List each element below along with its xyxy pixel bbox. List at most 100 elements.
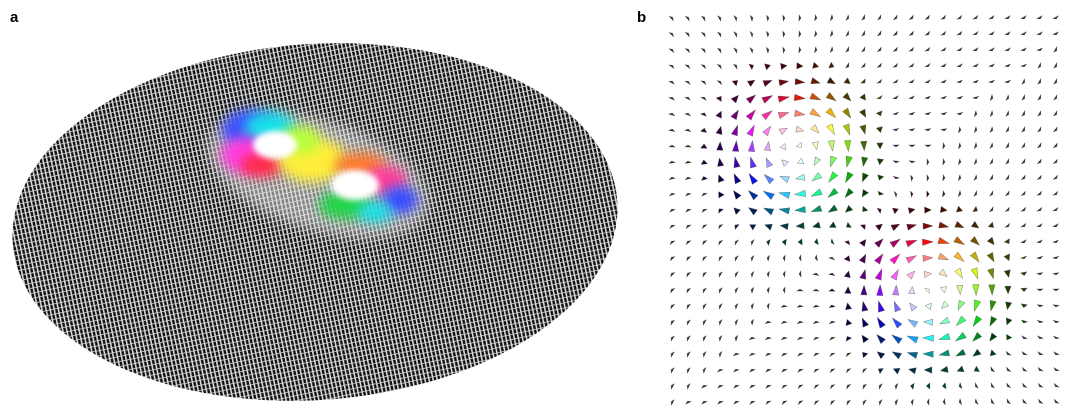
- spin-arrow: [923, 111, 932, 116]
- spin-arrow: [812, 304, 821, 308]
- spin-arrow: [874, 238, 884, 248]
- spin-arrow: [1037, 382, 1044, 388]
- spin-arrow: [889, 253, 901, 265]
- spin-arrow: [859, 93, 866, 101]
- spin-arrow: [973, 157, 978, 166]
- spin-arrow: [828, 140, 835, 152]
- spin-arrow: [668, 160, 677, 164]
- spin-arrow: [987, 63, 996, 68]
- spin-arrow: [732, 140, 740, 152]
- spin-arrow: [825, 92, 837, 102]
- spin-arrow: [987, 79, 996, 84]
- spin-arrow: [670, 399, 675, 407]
- spin-arrow: [1021, 93, 1026, 101]
- spin-arrow: [829, 352, 836, 358]
- spin-arrow: [876, 46, 882, 53]
- spin-arrow: [958, 125, 962, 134]
- spin-arrow: [922, 350, 934, 358]
- spin-arrow: [942, 141, 946, 150]
- spin-arrow: [813, 384, 820, 390]
- spin-arrow: [781, 400, 788, 406]
- spin-arrow: [793, 94, 807, 101]
- spin-arrow: [939, 79, 948, 84]
- spin-arrow: [749, 14, 754, 23]
- spin-arrow: [813, 368, 820, 374]
- spin-arrow: [701, 192, 709, 197]
- spin-arrow: [846, 399, 852, 406]
- spin-arrow: [876, 30, 882, 37]
- spin-arrow: [763, 141, 771, 152]
- spin-arrow: [700, 96, 707, 102]
- spin-arrow: [797, 400, 804, 406]
- spin-arrow: [1053, 398, 1060, 404]
- spin-arrow: [1005, 141, 1010, 149]
- spin-arrow: [683, 96, 691, 101]
- spin-arrow: [670, 319, 676, 326]
- spin-arrow: [828, 61, 835, 69]
- spin-arrow: [1052, 288, 1060, 292]
- spin-arrow: [731, 80, 739, 87]
- spin-arrow: [907, 95, 916, 100]
- spin-arrow: [1036, 288, 1044, 292]
- spin-arrow: [938, 349, 950, 357]
- spin-arrow: [1052, 158, 1058, 164]
- spin-arrow: [926, 158, 930, 166]
- spin-arrow: [781, 368, 789, 373]
- spin-arrow: [686, 271, 692, 278]
- spin-arrow: [778, 191, 791, 199]
- spin-arrow: [891, 128, 900, 132]
- spin-arrow: [939, 95, 948, 100]
- spin-arrow: [956, 365, 965, 373]
- spin-arrow: [734, 239, 740, 246]
- spin-arrow: [953, 236, 966, 246]
- spin-arrow: [910, 174, 914, 183]
- spin-arrow: [876, 142, 884, 150]
- spin-arrow: [924, 30, 931, 36]
- spin-arrow: [1019, 47, 1028, 52]
- spin-arrow: [812, 288, 820, 292]
- spin-arrow: [684, 48, 691, 54]
- spin-arrow: [718, 191, 725, 199]
- spin-arrow: [858, 253, 867, 264]
- spin-arrow: [925, 382, 931, 390]
- spin-arrow: [796, 336, 805, 341]
- spin-arrow: [1003, 238, 1010, 244]
- spin-arrow: [734, 270, 739, 279]
- spin-arrow: [718, 271, 724, 278]
- spin-arrow: [1035, 272, 1044, 276]
- spin-arrow: [907, 207, 916, 215]
- spin-arrow: [890, 223, 901, 232]
- spin-arrow: [940, 30, 947, 36]
- spin-arrow: [973, 141, 978, 150]
- spin-arrow: [908, 78, 915, 84]
- spin-arrow: [796, 352, 805, 357]
- spin-arrow: [923, 95, 932, 100]
- spin-arrow: [1003, 79, 1012, 84]
- spin-arrow: [686, 382, 691, 391]
- spin-arrow: [1004, 222, 1011, 228]
- spin-arrow: [734, 286, 739, 295]
- spin-arrow: [764, 320, 773, 324]
- spin-arrow: [798, 270, 802, 278]
- spin-arrow: [745, 109, 756, 121]
- spin-arrow: [797, 157, 805, 165]
- spin-arrow: [955, 63, 963, 68]
- spin-arrow: [734, 334, 739, 343]
- spin-arrow: [700, 80, 707, 86]
- spin-arrow: [924, 144, 932, 148]
- spin-arrow: [845, 319, 853, 327]
- spin-arrow: [686, 351, 691, 359]
- spin-arrow: [813, 352, 821, 357]
- spin-arrow: [860, 284, 868, 296]
- spin-arrow: [862, 367, 868, 374]
- spin-arrow: [780, 352, 789, 357]
- spin-arrow: [702, 287, 708, 294]
- spin-arrow: [762, 80, 773, 87]
- spin-arrow: [1006, 334, 1013, 341]
- spin-arrow: [876, 78, 883, 84]
- spin-arrow: [670, 287, 676, 294]
- spin-arrow: [907, 319, 919, 328]
- spin-arrow: [1006, 382, 1012, 389]
- spin-arrow: [668, 32, 674, 38]
